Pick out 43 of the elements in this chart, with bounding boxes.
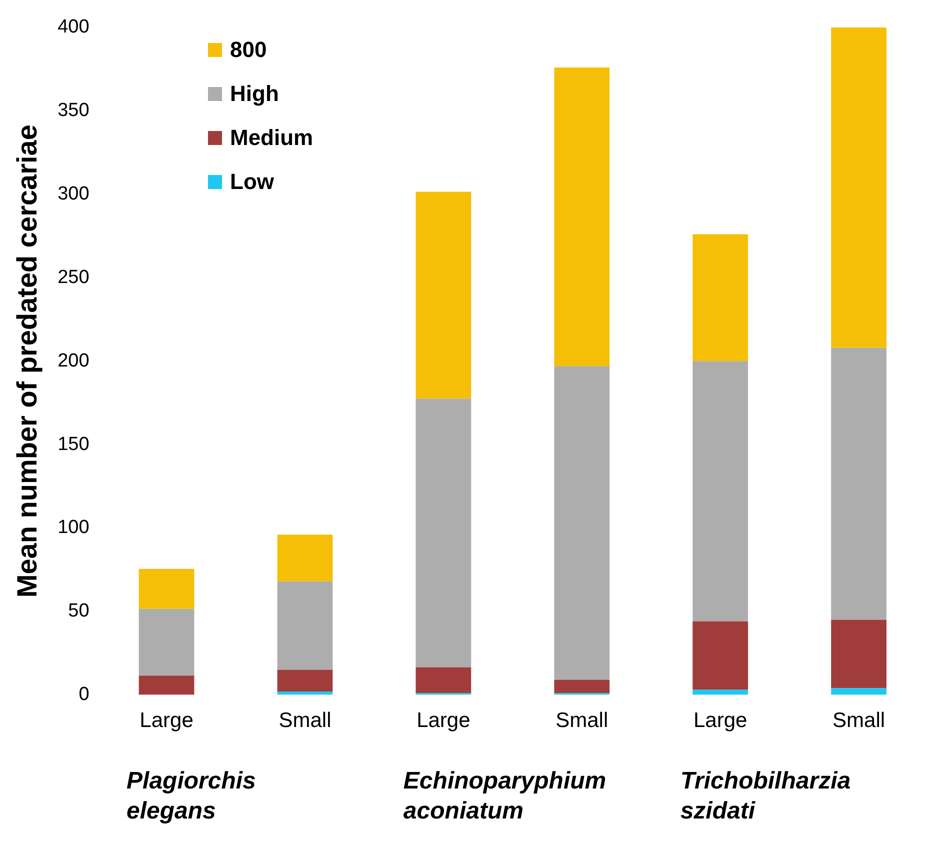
x-tick-label: Large [416,709,470,732]
bar [138,608,194,676]
x-tick-label: Small [832,709,886,732]
y-tick-label: 300 [58,183,90,204]
y-tick-label: 350 [58,100,90,122]
bar [554,366,610,680]
legend-label: 800 [230,37,267,63]
bar [416,398,472,668]
x-tick-label: Large [140,709,194,732]
bar [692,690,748,695]
bar [692,361,748,622]
y-tick-label: 0 [78,684,90,706]
text: Plagiorchis elegans [126,767,256,824]
bar [831,27,886,348]
bar [416,667,472,694]
text: Echinoparyphium aconiatum [403,767,606,824]
text: Trichobilharzia szidati [680,767,851,824]
bar [554,680,610,694]
bar [692,234,748,362]
legend-label: High [230,81,279,107]
legend-label: Low [230,169,274,195]
bar [138,568,194,609]
bar [138,676,194,695]
bar [277,670,333,692]
bar [831,688,886,695]
y-tick-label: 250 [58,266,90,288]
y-tick-label: 50 [68,600,90,622]
legend-label: Medium [230,125,314,151]
y-tick-label: 100 [58,517,90,538]
bar [692,621,748,690]
y-tick-label: 150 [58,434,90,455]
bar [831,620,886,688]
x-tick-label: Small [556,709,608,732]
y-axis-title: Mean number of predated cercariae [12,124,43,598]
x-tick-label: Large [693,709,748,732]
bar [831,348,886,620]
y-tick-label: 200 [58,350,90,372]
bar [277,534,333,582]
bar [277,581,333,670]
bar [554,67,610,366]
bar [416,192,472,399]
y-tick-label: 400 [58,16,90,38]
x-tick-label: Small [278,709,332,732]
